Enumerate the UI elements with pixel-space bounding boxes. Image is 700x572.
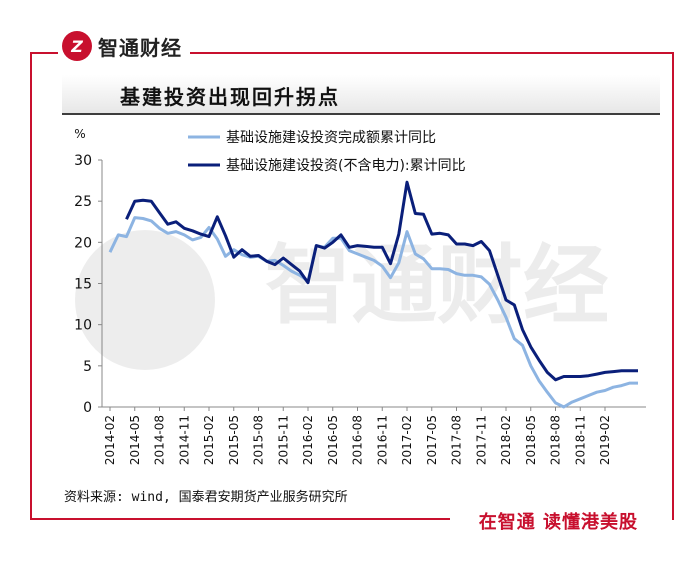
x-tick-label: 2014-05 <box>128 415 142 465</box>
source-note: 资料来源: wind, 国泰君安期货产业服务研究所 <box>64 490 348 505</box>
y-tick-label: 10 <box>74 318 92 334</box>
series-group <box>108 180 638 409</box>
legend-label-2: 基础设施建设投资(不含电力):累计同比 <box>226 157 466 174</box>
x-tick-label: 2017-02 <box>400 415 414 465</box>
y-tick-label: 15 <box>74 277 92 293</box>
y-axis-label: % <box>74 127 85 141</box>
watermark-text: 智通财经 <box>265 236 609 336</box>
x-tick-label: 2015-11 <box>276 415 290 465</box>
y-tick-label: 5 <box>83 359 92 375</box>
x-tick-label: 2014-08 <box>153 415 167 465</box>
x-tick-label: 2016-02 <box>301 415 315 465</box>
y-tick-label: 0 <box>83 400 92 416</box>
brand-name: 智通财经 <box>98 35 182 60</box>
watermark-logo-icon <box>75 230 215 370</box>
frame-left <box>30 52 32 520</box>
watermark: 智通财经 <box>75 230 609 370</box>
chart-title-bar: 基建投资出现回升拐点 <box>62 75 660 115</box>
axes: % 0 5 10 15 20 25 30 2014-02 2014-05 2014-08 2014-1… <box>74 127 646 465</box>
y-tick-label: 30 <box>74 153 92 169</box>
x-tick-label: 2017-08 <box>450 415 464 465</box>
x-tick-label: 2015-05 <box>227 415 241 465</box>
brand-header: Z 智通财经 <box>58 30 190 62</box>
frame-bottom <box>30 518 450 520</box>
x-tick-label: 2016-08 <box>351 415 365 465</box>
x-tick-label: 2014-02 <box>103 415 117 465</box>
frame-right <box>672 52 674 520</box>
x-tick-label: 2018-02 <box>499 415 513 465</box>
frame-top-left <box>30 52 60 54</box>
x-tick-label: 2016-05 <box>326 415 340 465</box>
x-tick-label: 2016-11 <box>375 415 389 465</box>
x-tick-label: 2018-05 <box>524 415 538 465</box>
x-tick-label: 2017-11 <box>474 415 488 465</box>
legend-label-1: 基础设施建设投资完成额累计同比 <box>226 129 436 146</box>
frame-top-right <box>186 52 674 54</box>
series-line-2 <box>125 180 638 382</box>
x-tick-label: 2015-08 <box>252 415 266 465</box>
x-tick-label: 2014-11 <box>177 415 191 465</box>
brand-logo-icon: Z <box>62 31 92 61</box>
y-tick-label: 20 <box>74 235 92 251</box>
y-tick-label: 25 <box>74 194 92 210</box>
series-line-1 <box>108 216 638 409</box>
x-tick-label: 2018-11 <box>573 415 587 465</box>
x-tick-label: 2017-05 <box>425 415 439 465</box>
chart-title: 基建投资出现回升拐点 <box>120 85 340 109</box>
footer-slogan: 在智通 读懂港美股 <box>468 507 648 535</box>
x-tick-label: 2015-02 <box>202 415 216 465</box>
x-tick-label: 2018-08 <box>549 415 563 465</box>
x-tick-label: 2019-02 <box>598 415 612 465</box>
